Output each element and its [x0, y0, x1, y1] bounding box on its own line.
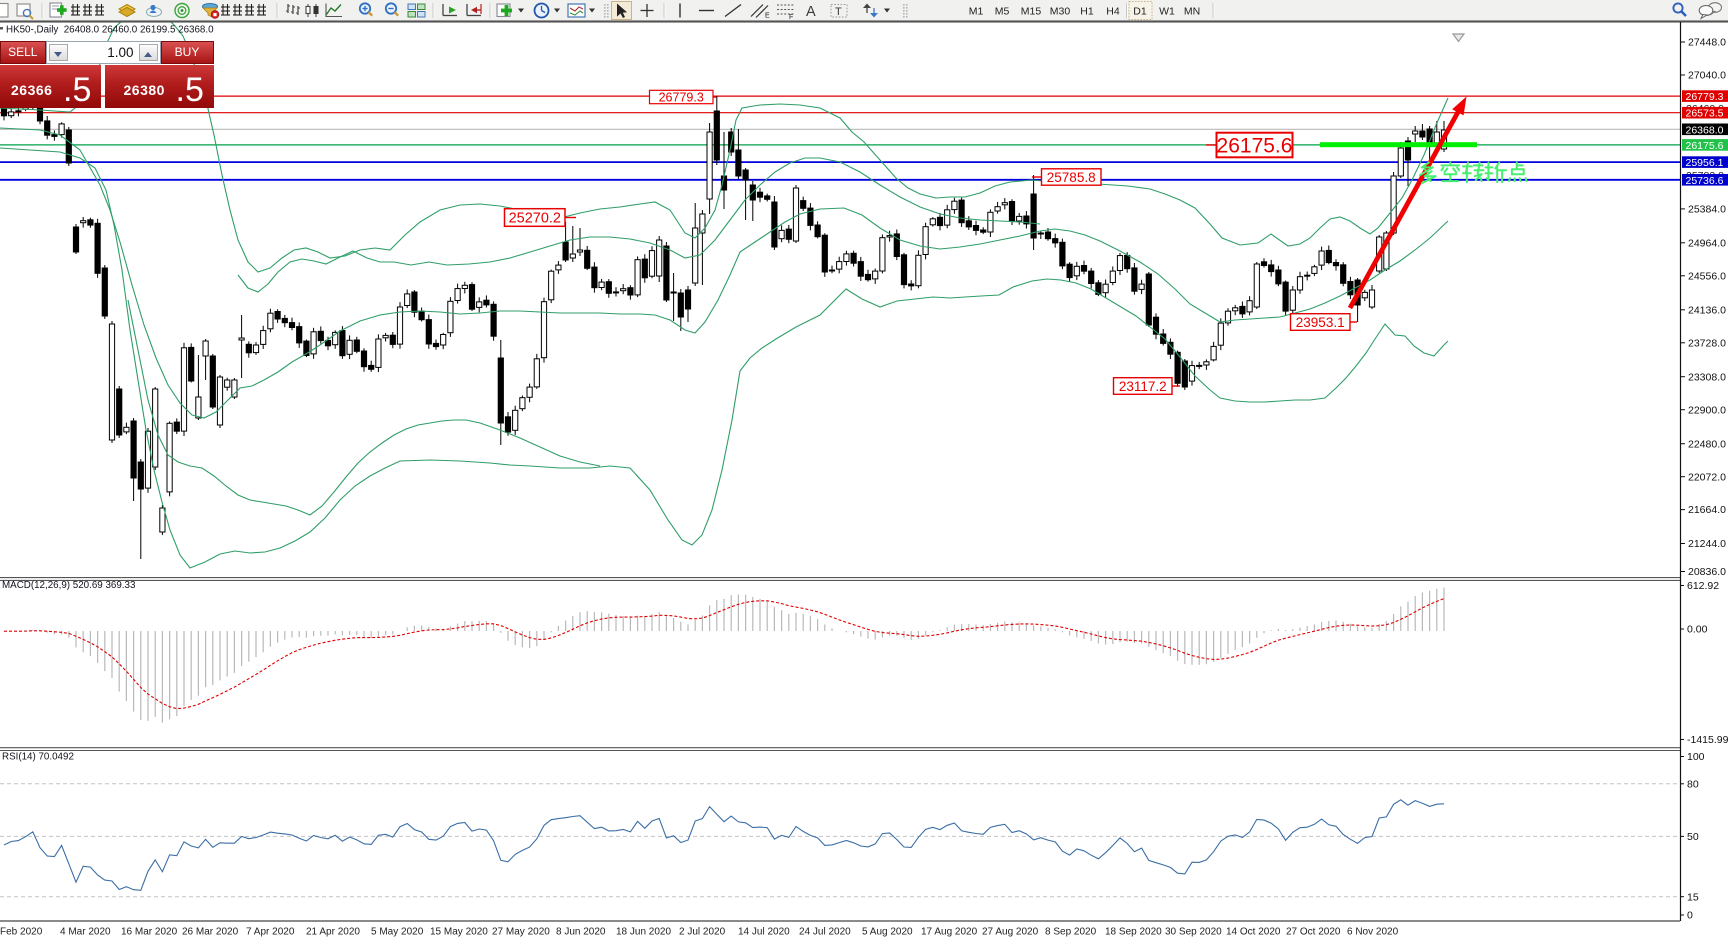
- svg-text:17 Aug 2020: 17 Aug 2020: [921, 927, 978, 938]
- svg-text:18 Jun 2020: 18 Jun 2020: [616, 927, 671, 938]
- svg-text:26 Mar 2020: 26 Mar 2020: [182, 927, 239, 938]
- svg-text:RSI(14) 70.0492: RSI(14) 70.0492: [2, 752, 74, 763]
- svg-text:22480.0: 22480.0: [1688, 438, 1726, 450]
- svg-text:M15: M15: [1021, 6, 1042, 18]
- svg-text:21664.0: 21664.0: [1688, 504, 1726, 516]
- svg-text:HK50-,Daily 26408.0 26460.0 2: HK50-,Daily 26408.0 26460.0 26199.5 2636…: [6, 25, 214, 36]
- svg-text:22072.0: 22072.0: [1688, 471, 1726, 483]
- svg-text:Feb 2020: Feb 2020: [0, 927, 43, 938]
- svg-text:4 Mar 2020: 4 Mar 2020: [60, 927, 111, 938]
- svg-text:T: T: [835, 6, 842, 18]
- svg-text:-1415.99: -1415.99: [1687, 734, 1728, 746]
- svg-text:21244.0: 21244.0: [1688, 538, 1726, 550]
- svg-text:612.92: 612.92: [1687, 580, 1719, 592]
- svg-text:80: 80: [1687, 778, 1699, 790]
- svg-text:25783.8: 25783.8: [1686, 170, 1724, 182]
- svg-text:24556.0: 24556.0: [1688, 270, 1726, 282]
- svg-text:26573.5: 26573.5: [1686, 108, 1724, 120]
- svg-text:23117.2: 23117.2: [1119, 379, 1167, 394]
- svg-text:27 May 2020: 27 May 2020: [492, 927, 550, 938]
- svg-text:24964.0: 24964.0: [1688, 237, 1726, 249]
- svg-text:26368.0: 26368.0: [1686, 124, 1724, 136]
- svg-text:8 Sep 2020: 8 Sep 2020: [1045, 927, 1097, 938]
- svg-text:5 May 2020: 5 May 2020: [371, 927, 424, 938]
- svg-text:5 Aug 2020: 5 Aug 2020: [862, 927, 913, 938]
- svg-text:23308.0: 23308.0: [1688, 371, 1726, 383]
- svg-text:100: 100: [1687, 751, 1705, 763]
- svg-text:23953.1: 23953.1: [1296, 315, 1345, 330]
- svg-text:15 May 2020: 15 May 2020: [430, 927, 488, 938]
- svg-text:0.00: 0.00: [1687, 624, 1708, 636]
- svg-text:24136.0: 24136.0: [1688, 304, 1726, 316]
- svg-text:2 Jul 2020: 2 Jul 2020: [679, 927, 726, 938]
- svg-text:26460.0: 26460.0: [1686, 103, 1724, 115]
- svg-text:0: 0: [1687, 910, 1693, 922]
- svg-text:27040.0: 27040.0: [1688, 70, 1726, 82]
- svg-text:26779.3: 26779.3: [1686, 91, 1724, 103]
- svg-text:25736.6: 25736.6: [1686, 175, 1724, 187]
- svg-text:E: E: [765, 13, 770, 20]
- svg-text:7 Apr 2020: 7 Apr 2020: [246, 927, 295, 938]
- svg-text:A: A: [806, 4, 816, 20]
- svg-text:F: F: [789, 14, 793, 21]
- svg-text:25270.2: 25270.2: [509, 211, 561, 227]
- svg-text:14 Oct 2020: 14 Oct 2020: [1226, 927, 1281, 938]
- svg-text:25785.8: 25785.8: [1047, 170, 1096, 185]
- svg-text:H1: H1: [1080, 6, 1094, 18]
- svg-text:26779.3: 26779.3: [659, 91, 704, 105]
- svg-text:H4: H4: [1106, 6, 1120, 18]
- svg-text:MN: MN: [1184, 6, 1200, 18]
- svg-text:27 Oct 2020: 27 Oct 2020: [1286, 927, 1341, 938]
- svg-text:24 Jul 2020: 24 Jul 2020: [799, 927, 851, 938]
- svg-text:25384.0: 25384.0: [1688, 204, 1726, 216]
- svg-text:27448.0: 27448.0: [1688, 37, 1726, 49]
- svg-text:15: 15: [1687, 891, 1699, 903]
- svg-text:8 Jun 2020: 8 Jun 2020: [556, 927, 606, 938]
- svg-text:50: 50: [1687, 831, 1699, 843]
- svg-text:26175.6: 26175.6: [1686, 140, 1724, 152]
- svg-text:21 Apr 2020: 21 Apr 2020: [306, 927, 360, 938]
- svg-text:M1: M1: [969, 6, 984, 18]
- svg-text:D1: D1: [1133, 6, 1147, 18]
- svg-text:20836.0: 20836.0: [1688, 566, 1726, 578]
- svg-text:6 Nov 2020: 6 Nov 2020: [1347, 927, 1399, 938]
- svg-text:22900.0: 22900.0: [1688, 404, 1726, 416]
- svg-text:25956.1: 25956.1: [1686, 157, 1724, 169]
- svg-text:16 Mar 2020: 16 Mar 2020: [121, 927, 178, 938]
- svg-text:26175.6: 26175.6: [1217, 135, 1293, 158]
- svg-text:18 Sep 2020: 18 Sep 2020: [1105, 927, 1162, 938]
- svg-text:23728.0: 23728.0: [1688, 337, 1726, 349]
- svg-text:M30: M30: [1050, 6, 1071, 18]
- svg-text:M5: M5: [995, 6, 1010, 18]
- svg-text:30 Sep 2020: 30 Sep 2020: [1165, 927, 1222, 938]
- svg-text:14 Jul 2020: 14 Jul 2020: [738, 927, 790, 938]
- svg-text:MACD(12,26,9) 520.69 369.33: MACD(12,26,9) 520.69 369.33: [2, 580, 136, 591]
- svg-text:27 Aug 2020: 27 Aug 2020: [982, 927, 1039, 938]
- svg-text:W1: W1: [1159, 6, 1175, 18]
